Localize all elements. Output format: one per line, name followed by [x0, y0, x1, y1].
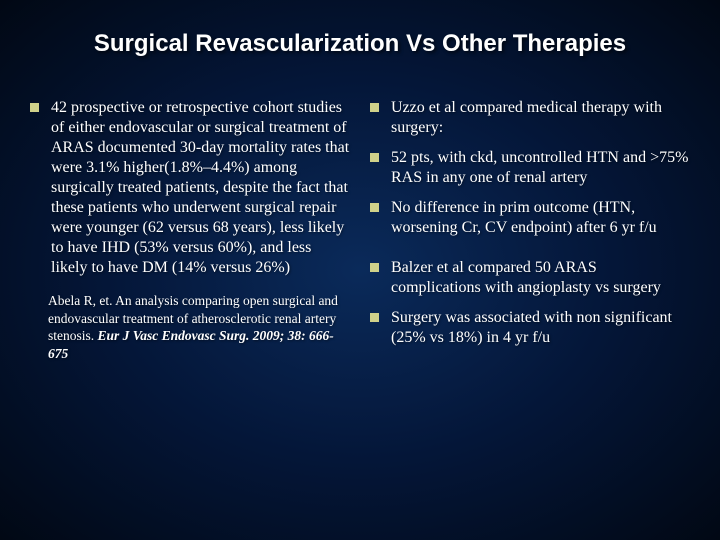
slide-title: Surgical Revascularization Vs Other Ther… — [30, 30, 690, 58]
bullet-text: Uzzo et al compared medical therapy with… — [391, 98, 690, 138]
slide-container: Surgical Revascularization Vs Other Ther… — [0, 0, 720, 540]
citation: Abela R, et. An analysis comparing open … — [48, 292, 350, 362]
list-item: Balzer et al compared 50 ARAS complicati… — [370, 258, 690, 298]
square-bullet-icon — [370, 263, 379, 272]
bullet-text: Surgery was associated with non signific… — [391, 308, 690, 348]
square-bullet-icon — [370, 313, 379, 322]
columns-wrapper: 42 prospective or retrospective cohort s… — [30, 98, 690, 362]
list-item: Surgery was associated with non signific… — [370, 308, 690, 348]
bullet-text: 52 pts, with ckd, uncontrolled HTN and >… — [391, 148, 690, 188]
bullet-text: Balzer et al compared 50 ARAS complicati… — [391, 258, 690, 298]
left-column: 42 prospective or retrospective cohort s… — [30, 98, 350, 362]
square-bullet-icon — [370, 203, 379, 212]
square-bullet-icon — [370, 153, 379, 162]
left-bullet-list: 42 prospective or retrospective cohort s… — [30, 98, 350, 278]
list-item: Uzzo et al compared medical therapy with… — [370, 98, 690, 138]
right-bullet-list: Uzzo et al compared medical therapy with… — [370, 98, 690, 348]
right-column: Uzzo et al compared medical therapy with… — [370, 98, 690, 362]
list-item: 42 prospective or retrospective cohort s… — [30, 98, 350, 278]
square-bullet-icon — [370, 103, 379, 112]
square-bullet-icon — [30, 103, 39, 112]
list-item: No difference in prim outcome (HTN, wors… — [370, 198, 690, 238]
bullet-text: 42 prospective or retrospective cohort s… — [51, 98, 350, 278]
bullet-text: No difference in prim outcome (HTN, wors… — [391, 198, 690, 238]
list-item: 52 pts, with ckd, uncontrolled HTN and >… — [370, 148, 690, 188]
